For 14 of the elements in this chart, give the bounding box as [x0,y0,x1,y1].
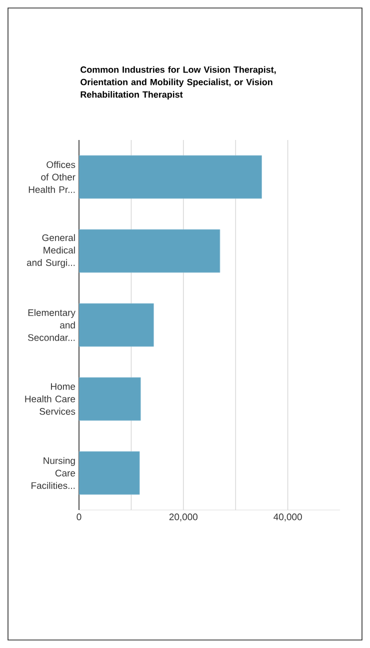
chart-title: Common Industries for Low Vision Therapist, Orientation and Mobility Specialist, or Vision Rehabilitation Therapist [80,66,276,100]
x-tick-label: 20,000 [169,514,198,522]
y-tick-label: Offices of Other Health Pr... [28,161,76,193]
x-tick-label: 40,000 [274,514,302,522]
bar [79,155,262,199]
bar [79,303,154,347]
bar [79,377,141,421]
y-tick-label: Elementary and Secondar... [28,309,76,341]
y-tick-label: General Medical and Surgi... [26,234,75,268]
y-tick-label: Nursing Care Facilities... [32,457,76,489]
bar [79,229,220,273]
y-tick-label: Home Health Care Services [25,383,76,415]
bar [79,451,140,495]
x-tick-label: 0 [76,514,82,520]
